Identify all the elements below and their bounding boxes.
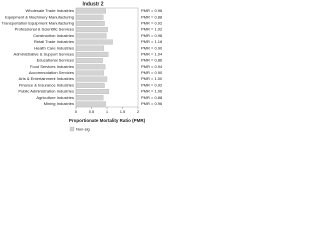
y-tick-label: Agriculture Industries xyxy=(36,95,74,100)
bar xyxy=(75,82,105,88)
value-label: PMR = 0.94 xyxy=(141,64,162,69)
y-tick-label: Transportation Equipment Manufacturing xyxy=(2,21,74,26)
y-tick-label: Construction Industries xyxy=(33,33,74,38)
bar xyxy=(75,14,104,20)
value-label: PMR = 1.00 xyxy=(141,76,162,81)
legend-label: Non-sig xyxy=(76,126,90,131)
y-tick-label: Health Care Industries xyxy=(34,45,74,50)
value-label: PMR = 1.06 xyxy=(141,89,162,94)
bar xyxy=(75,45,105,51)
y-tick-label: Wholesale Trade Industries xyxy=(26,8,74,13)
x-tick-label: 1 xyxy=(106,109,109,114)
bar xyxy=(75,33,107,39)
value-label: PMR = 0.88 xyxy=(141,14,162,19)
value-label: PMR = 0.90 xyxy=(141,45,162,50)
value-label: PMR = 0.96 xyxy=(141,101,162,106)
bar xyxy=(75,64,106,70)
bar xyxy=(75,101,106,107)
value-label: PMR = 0.90 xyxy=(141,70,162,75)
y-tick-label: Professional & Scientific Services xyxy=(15,27,74,32)
x-tick-label: 2 xyxy=(137,109,140,114)
y-tick-label: Retail Trade Industries xyxy=(34,39,74,44)
bar xyxy=(75,89,110,95)
value-label: PMR = 1.02 xyxy=(141,27,162,32)
y-tick-label: Educational Services xyxy=(37,58,74,63)
y-tick-label: Arts & Entertainment Industries xyxy=(19,76,74,81)
y-tick-label: Food Services Industries xyxy=(30,64,74,69)
value-label: PMR = 0.86 xyxy=(141,58,162,63)
x-axis-title: Proportionate Mortality Ratio (PMR) xyxy=(69,118,146,123)
bar xyxy=(75,20,105,26)
y-tick-label: Equipment & Machinery Manufacturing xyxy=(5,14,74,19)
bar xyxy=(75,27,108,33)
bar xyxy=(75,76,108,82)
x-tick-label: 1.5 xyxy=(120,109,126,114)
chart-title: Industr 2 xyxy=(82,1,103,7)
y-tick-label: Administrative & Support Services xyxy=(14,51,74,56)
value-label: PMR = 1.04 xyxy=(141,51,162,56)
legend-swatch xyxy=(69,126,75,132)
y-tick-label: Finance & Insurance Industries xyxy=(19,82,74,87)
bar xyxy=(75,39,113,45)
x-tick-label: 0 xyxy=(75,109,78,114)
value-label: PMR = 0.92 xyxy=(141,82,162,87)
bar xyxy=(75,70,105,76)
bar xyxy=(75,8,106,14)
y-tick-label: Mining Industries xyxy=(44,101,74,106)
value-label: PMR = 0.98 xyxy=(141,33,162,38)
value-label: PMR = 1.18 xyxy=(141,39,162,44)
bar xyxy=(75,58,103,64)
bar xyxy=(75,51,109,57)
value-label: PMR = 0.96 xyxy=(141,8,162,13)
y-tick-label: Public Administration Industries xyxy=(18,89,74,94)
y-tick-label: Accommodation Services xyxy=(29,70,74,75)
x-tick-label: 0.5 xyxy=(89,109,95,114)
chart: Industr 2 Proportionate Mortality Ratio … xyxy=(2,1,162,132)
value-label: PMR = 0.92 xyxy=(141,21,162,26)
page: Industr 2 Proportionate Mortality Ratio … xyxy=(1,1,162,132)
value-label: PMR = 0.88 xyxy=(141,95,162,100)
bar xyxy=(75,95,104,101)
